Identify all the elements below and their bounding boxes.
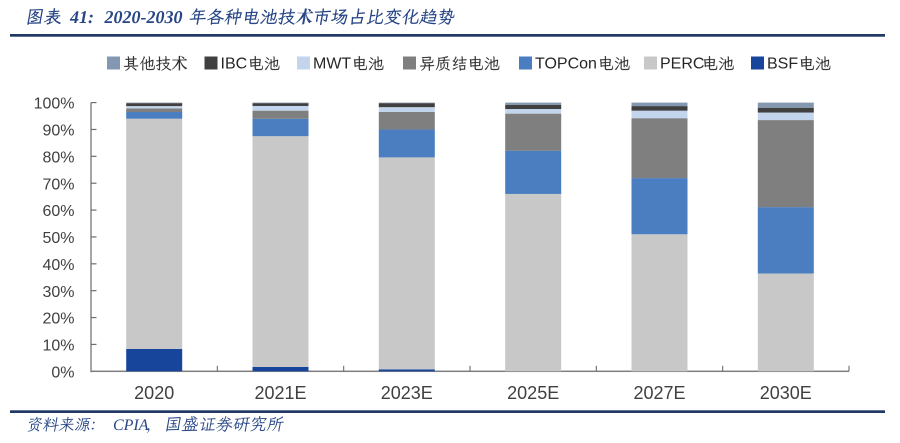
svg-text:TOPCon: TOPCon <box>535 56 597 73</box>
svg-text:2020: 2020 <box>134 383 174 403</box>
svg-text:20%: 20% <box>42 311 74 328</box>
svg-text:MWT: MWT <box>313 56 351 73</box>
svg-text:BSF: BSF <box>767 56 798 73</box>
svg-text:IBC: IBC <box>221 56 248 73</box>
svg-text:2025E: 2025E <box>507 383 559 403</box>
svg-text:2021E: 2021E <box>254 383 306 403</box>
svg-text:60%: 60% <box>42 203 74 220</box>
svg-text:2023E: 2023E <box>381 383 433 403</box>
svg-text:40%: 40% <box>42 257 74 274</box>
svg-text:30%: 30% <box>42 284 74 301</box>
svg-text:0%: 0% <box>51 364 74 381</box>
svg-text:PERC: PERC <box>660 56 704 73</box>
svg-text:70%: 70% <box>42 176 74 193</box>
svg-text:100%: 100% <box>34 96 75 113</box>
svg-text:10%: 10% <box>42 338 74 355</box>
svg-text:80%: 80% <box>42 149 74 166</box>
svg-text:2027E: 2027E <box>633 383 685 403</box>
svg-text:50%: 50% <box>42 230 74 247</box>
svg-text:90%: 90% <box>42 123 74 140</box>
svg-text:2030E: 2030E <box>760 383 812 403</box>
